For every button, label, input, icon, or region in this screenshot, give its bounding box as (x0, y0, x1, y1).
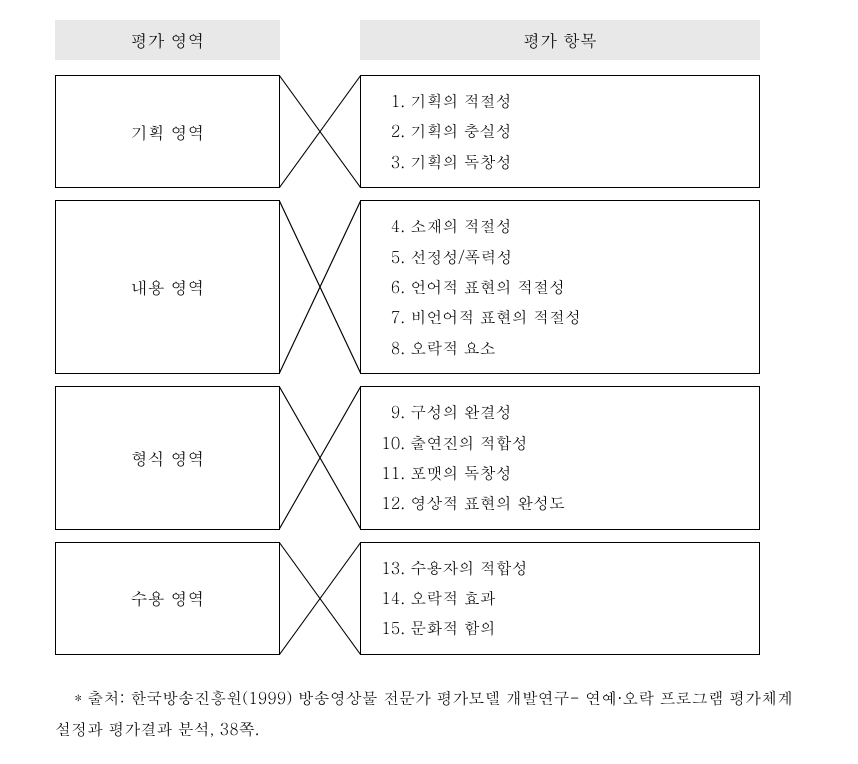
item-text: 비언어적 표현의 적절성 (405, 305, 581, 328)
item-number: 4. (381, 211, 405, 241)
source-note: * 출처: 한국방송진흥원(1999) 방송영상물 전문가 평가모델 개발연구-… (20, 667, 838, 744)
header-row: 평가 영역 평가 항목 (20, 20, 838, 60)
item-number: 12. (381, 488, 405, 518)
list-item: 6. 언어적 표현의 적절성 (381, 272, 739, 302)
items-list: 13. 수용자의 적합성14. 오락적 효과15. 문화적 함의 (381, 553, 739, 644)
header-items: 평가 항목 (360, 20, 760, 60)
header-area: 평가 영역 (55, 20, 280, 60)
list-item: 2. 기획의 충실성 (381, 116, 739, 146)
item-number: 1. (381, 86, 405, 116)
list-item: 9. 구성의 완결성 (381, 397, 739, 427)
item-number: 3. (381, 147, 405, 177)
list-item: 4. 소재의 적절성 (381, 211, 739, 241)
item-text: 문화적 함의 (405, 616, 496, 639)
items-box: 13. 수용자의 적합성14. 오락적 효과15. 문화적 함의 (360, 542, 760, 655)
item-text: 언어적 표현의 적절성 (405, 275, 565, 298)
item-text: 소재의 적절성 (405, 214, 512, 237)
list-item: 14. 오락적 효과 (381, 583, 739, 613)
connector-x-icon (280, 386, 360, 530)
list-item: 1. 기획의 적절성 (381, 86, 739, 116)
item-number: 10. (381, 428, 405, 458)
area-box: 수용 영역 (55, 542, 280, 655)
list-item: 13. 수용자의 적합성 (381, 553, 739, 583)
item-number: 13. (381, 553, 405, 583)
items-box: 9. 구성의 완결성10. 출연진의 적합성11. 포맷의 독창성12. 영상적… (360, 386, 760, 530)
item-text: 선정성/폭력성 (405, 245, 512, 268)
item-text: 구성의 완결성 (405, 400, 512, 423)
connector-x-icon (280, 75, 360, 188)
list-item: 3. 기획의 독창성 (381, 147, 739, 177)
items-box: 1. 기획의 적절성2. 기획의 충실성3. 기획의 독창성 (360, 75, 760, 188)
list-item: 11. 포맷의 독창성 (381, 458, 739, 488)
item-number: 9. (381, 397, 405, 427)
item-number: 11. (381, 458, 405, 488)
item-text: 오락적 요소 (405, 336, 496, 359)
list-item: 8. 오락적 요소 (381, 333, 739, 363)
item-number: 15. (381, 613, 405, 643)
section-row: 기획 영역1. 기획의 적절성2. 기획의 충실성3. 기획의 독창성 (20, 75, 838, 188)
list-item: 10. 출연진의 적합성 (381, 428, 739, 458)
sections-container: 기획 영역1. 기획의 적절성2. 기획의 충실성3. 기획의 독창성내용 영역… (20, 75, 838, 655)
connector-x-icon (280, 200, 360, 374)
item-number: 6. (381, 272, 405, 302)
item-number: 7. (381, 302, 405, 332)
section-row: 수용 영역13. 수용자의 적합성14. 오락적 효과15. 문화적 함의 (20, 542, 838, 655)
connector-x-icon (280, 542, 360, 655)
items-list: 4. 소재의 적절성5. 선정성/폭력성6. 언어적 표현의 적절성7. 비언어… (381, 211, 739, 363)
items-list: 9. 구성의 완결성10. 출연진의 적합성11. 포맷의 독창성12. 영상적… (381, 397, 739, 519)
item-text: 기획의 충실성 (405, 119, 512, 142)
item-text: 영상적 표현의 완성도 (405, 491, 565, 514)
item-text: 출연진의 적합성 (405, 431, 528, 454)
item-text: 기획의 독창성 (405, 150, 512, 173)
area-box: 형식 영역 (55, 386, 280, 530)
item-number: 14. (381, 583, 405, 613)
item-text: 기획의 적절성 (405, 89, 512, 112)
item-text: 수용자의 적합성 (405, 556, 528, 579)
area-box: 내용 영역 (55, 200, 280, 374)
list-item: 7. 비언어적 표현의 적절성 (381, 302, 739, 332)
item-text: 오락적 효과 (405, 586, 496, 609)
area-box: 기획 영역 (55, 75, 280, 188)
items-box: 4. 소재의 적절성5. 선정성/폭력성6. 언어적 표현의 적절성7. 비언어… (360, 200, 760, 374)
item-number: 5. (381, 242, 405, 272)
section-row: 내용 영역4. 소재의 적절성5. 선정성/폭력성6. 언어적 표현의 적절성7… (20, 200, 838, 374)
items-list: 1. 기획의 적절성2. 기획의 충실성3. 기획의 독창성 (381, 86, 739, 177)
list-item: 12. 영상적 표현의 완성도 (381, 488, 739, 518)
list-item: 5. 선정성/폭력성 (381, 242, 739, 272)
section-row: 형식 영역9. 구성의 완결성10. 출연진의 적합성11. 포맷의 독창성12… (20, 386, 838, 530)
list-item: 15. 문화적 함의 (381, 613, 739, 643)
item-number: 2. (381, 116, 405, 146)
item-number: 8. (381, 333, 405, 363)
item-text: 포맷의 독창성 (405, 461, 512, 484)
